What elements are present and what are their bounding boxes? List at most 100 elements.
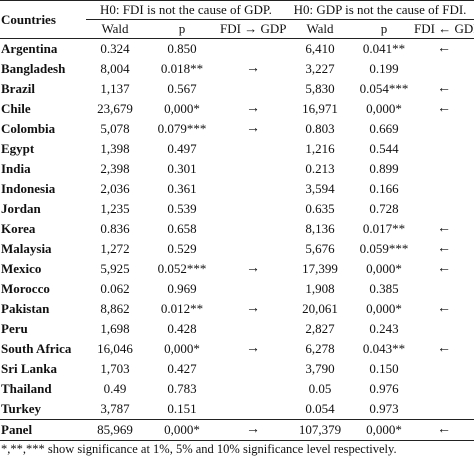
wald1-header: Wald (86, 20, 144, 39)
p2-cell: 0.041** (354, 39, 414, 60)
arrow2-cell (414, 199, 474, 219)
wald2-cell: 17,399 (286, 259, 354, 279)
p2-cell: 0.059*** (354, 239, 414, 259)
p1-cell: 0.497 (144, 139, 220, 159)
country-cell: Jordan (0, 199, 86, 219)
wald1-cell: 1,398 (86, 139, 144, 159)
arrow2-cell (414, 399, 474, 420)
country-cell: Korea (0, 219, 86, 239)
arrow2-cell (414, 119, 474, 139)
arrow1-cell (220, 319, 286, 339)
granger-causality-table-container: Countries H0: FDI is not the cause of GD… (0, 0, 474, 433)
arrow2-cell (414, 359, 474, 379)
country-cell: Indonesia (0, 179, 86, 199)
arrow2-cell: ← (414, 259, 474, 279)
country-cell: Morocco (0, 279, 86, 299)
wald2-cell: 0.05 (286, 379, 354, 399)
arrow2-cell: ← (414, 339, 474, 359)
wald1-cell: 23,679 (86, 99, 144, 119)
group2-title: H0: GDP is not the cause of FDI. (286, 1, 474, 20)
panel-arrow1: → (220, 420, 286, 441)
arrow2-cell (414, 379, 474, 399)
note-row: *,**,*** show significance at 1%, 5% and… (0, 441, 474, 457)
p2-header: p (354, 20, 414, 39)
arrow1-cell (220, 39, 286, 60)
wald1-cell: 1,235 (86, 199, 144, 219)
arrow2-cell: ← (414, 299, 474, 319)
wald1-cell: 1,137 (86, 79, 144, 99)
group1-title: H0: FDI is not the cause of GDP. (86, 1, 286, 20)
wald2-cell: 5,676 (286, 239, 354, 259)
panel-wald1: 85,969 (86, 420, 144, 441)
p1-cell: 0.428 (144, 319, 220, 339)
wald2-cell: 8,136 (286, 219, 354, 239)
p1-cell: 0.079*** (144, 119, 220, 139)
p2-cell: 0.166 (354, 179, 414, 199)
wald2-cell: 3,594 (286, 179, 354, 199)
country-cell: South Africa (0, 339, 86, 359)
wald2-cell: 0.635 (286, 199, 354, 219)
arrow1-cell (220, 379, 286, 399)
arrow1-cell (220, 199, 286, 219)
wald1-cell: 8,004 (86, 59, 144, 79)
p1-cell: 0.151 (144, 399, 220, 420)
wald1-cell: 2,036 (86, 179, 144, 199)
p2-cell: 0.017** (354, 219, 414, 239)
wald1-cell: 3,787 (86, 399, 144, 420)
p1-cell: 0.529 (144, 239, 220, 259)
wald2-cell: 20,061 (286, 299, 354, 319)
p2-cell: 0.973 (354, 399, 414, 420)
arrow2-cell (414, 139, 474, 159)
wald2-cell: 0.054 (286, 399, 354, 420)
p1-cell: 0.658 (144, 219, 220, 239)
wald2-header: Wald (286, 20, 354, 39)
arrow2-cell: ← (414, 99, 474, 119)
arrow2-cell (414, 59, 474, 79)
p2-cell: 0.669 (354, 119, 414, 139)
p1-cell: 0.783 (144, 379, 220, 399)
p2-cell: 0,000* (354, 259, 414, 279)
arrow1-cell: → (220, 339, 286, 359)
wald1-cell: 0.062 (86, 279, 144, 299)
p1-header: p (144, 20, 220, 39)
wald1-cell: 5,078 (86, 119, 144, 139)
p2-cell: 0.043** (354, 339, 414, 359)
p1-cell: 0.850 (144, 39, 220, 60)
arrow1-cell (220, 279, 286, 299)
country-cell: Malaysia (0, 239, 86, 259)
p2-cell: 0,000* (354, 99, 414, 119)
wald1-cell: 0.836 (86, 219, 144, 239)
p1-cell: 0.539 (144, 199, 220, 219)
wald2-cell: 16,971 (286, 99, 354, 119)
arrow2-cell: ← (414, 39, 474, 60)
country-cell: Egypt (0, 139, 86, 159)
arrow2-cell (414, 319, 474, 339)
panel-label: Panel (0, 420, 86, 441)
arrow2-cell (414, 279, 474, 299)
p2-cell: 0.728 (354, 199, 414, 219)
wald1-cell: 1,698 (86, 319, 144, 339)
p2-cell: 0.054*** (354, 79, 414, 99)
country-cell: Turkey (0, 399, 86, 420)
arrow2-cell: ← (414, 219, 474, 239)
p1-cell: 0.301 (144, 159, 220, 179)
wald2-cell: 3,790 (286, 359, 354, 379)
wald1-cell: 2,398 (86, 159, 144, 179)
wald1-cell: 0.49 (86, 379, 144, 399)
p1-cell: 0.361 (144, 179, 220, 199)
p2-cell: 0.899 (354, 159, 414, 179)
